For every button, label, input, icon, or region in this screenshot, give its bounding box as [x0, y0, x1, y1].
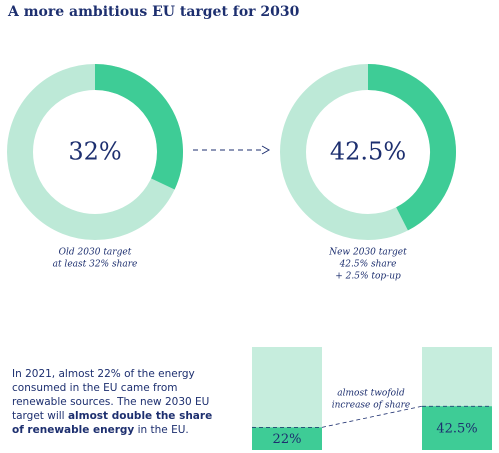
- bar: [422, 406, 492, 450]
- arrow-head: [261, 145, 271, 155]
- bar-label: 42.5%: [436, 422, 477, 437]
- annotation: almost twofold: [337, 389, 405, 399]
- caption: at least 32% share: [53, 260, 138, 270]
- donut-label: 32%: [68, 138, 121, 166]
- annotation: increase of share: [332, 401, 411, 411]
- caption: New 2030 target: [328, 248, 407, 258]
- connector: [321, 405, 423, 428]
- text: in the EU.: [134, 424, 189, 436]
- bold-text: almost double the share of renewable ene…: [12, 410, 213, 436]
- paragraph: In 2021, almost 22% of the energy consum…: [12, 367, 217, 437]
- donut-label: 42.5%: [330, 138, 406, 166]
- text: In 2021, almost 22% of the energy consum…: [12, 368, 210, 422]
- donut-segment: [94, 64, 183, 190]
- donut-segment: [367, 64, 456, 231]
- caption: 42.5% share: [339, 260, 397, 270]
- caption: Old 2030 target: [59, 248, 132, 258]
- bar: [252, 427, 322, 450]
- title: A more ambitious EU target for 2030: [7, 4, 300, 20]
- bar-label: 22%: [273, 432, 302, 447]
- caption: + 2.5% top-up: [335, 272, 401, 282]
